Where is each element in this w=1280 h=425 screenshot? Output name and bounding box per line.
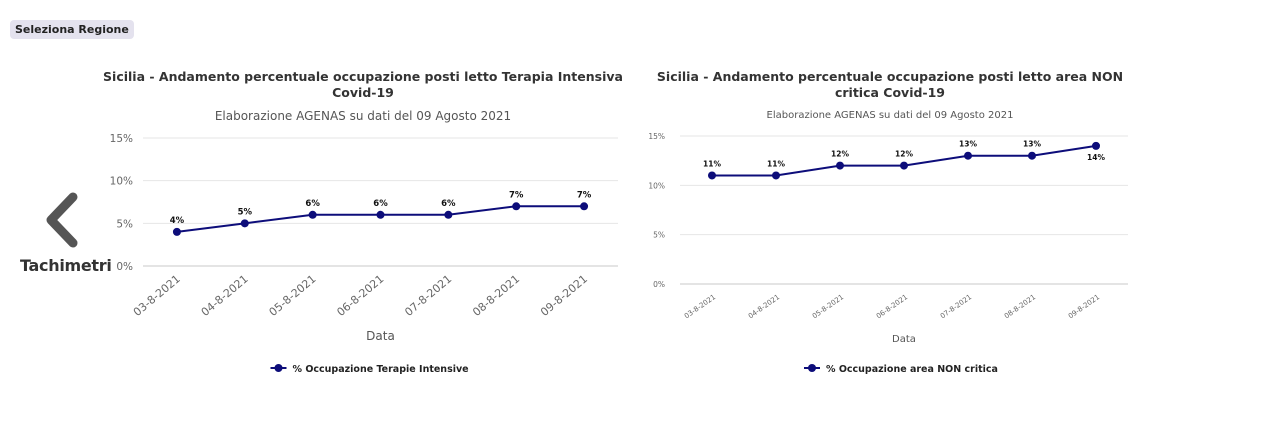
data-label: 12% bbox=[895, 150, 913, 159]
select-region-button[interactable]: Seleziona Regione bbox=[10, 20, 134, 39]
y-tick-label: 0% bbox=[653, 280, 665, 289]
data-label: 6% bbox=[373, 199, 388, 209]
data-label: 11% bbox=[703, 159, 721, 168]
legend-label: % Occupazione Terapie Intensive bbox=[293, 364, 469, 375]
data-label: 14% bbox=[1087, 153, 1105, 162]
chart-subtitle: Elaborazione AGENAS su dati del 09 Agost… bbox=[215, 109, 511, 123]
x-tick-label: 08-8-2021 bbox=[1003, 293, 1037, 320]
x-tick-label: 09-8-2021 bbox=[1067, 293, 1101, 320]
chart-terapia-intensiva: Sicilia - Andamento percentuale occupazi… bbox=[100, 60, 630, 390]
x-tick-label: 04-8-2021 bbox=[199, 272, 251, 319]
data-point bbox=[964, 151, 972, 160]
x-tick-label: 07-8-2021 bbox=[402, 272, 454, 319]
data-label: 5% bbox=[238, 207, 253, 217]
y-tick-label: 5% bbox=[653, 231, 665, 240]
data-point bbox=[376, 210, 385, 219]
data-label: 11% bbox=[767, 159, 785, 168]
data-point bbox=[1092, 141, 1100, 150]
chart-title-line: Sicilia - Andamento percentuale occupazi… bbox=[103, 69, 623, 84]
data-point bbox=[444, 210, 453, 219]
x-tick-label: 09-8-2021 bbox=[538, 272, 590, 319]
x-tick-label: 06-8-2021 bbox=[875, 293, 909, 320]
x-tick-label: 03-8-2021 bbox=[131, 272, 183, 319]
back-label: Tachimetri bbox=[20, 256, 112, 275]
legend-label: % Occupazione area NON critica bbox=[826, 364, 998, 375]
data-label: 6% bbox=[441, 199, 456, 209]
data-label: 4% bbox=[170, 216, 185, 226]
x-tick-label: 06-8-2021 bbox=[334, 272, 386, 319]
data-label: 6% bbox=[305, 199, 320, 209]
legend-marker bbox=[808, 364, 816, 372]
chevron-left-icon bbox=[46, 192, 78, 248]
x-axis-title: Data bbox=[892, 334, 916, 345]
data-point bbox=[836, 161, 844, 170]
x-axis-title: Data bbox=[366, 329, 395, 343]
chart-title-line: Covid-19 bbox=[332, 85, 394, 100]
y-tick-label: 15% bbox=[110, 133, 133, 145]
data-point bbox=[900, 161, 908, 170]
y-tick-label: 15% bbox=[648, 132, 665, 141]
chart-svg: Sicilia - Andamento percentuale occupazi… bbox=[103, 69, 623, 375]
chart-subtitle: Elaborazione AGENAS su dati del 09 Agost… bbox=[767, 110, 1014, 121]
data-label: 12% bbox=[831, 150, 849, 159]
data-point bbox=[240, 219, 249, 228]
data-point bbox=[708, 171, 716, 180]
data-point bbox=[1028, 151, 1036, 160]
data-label: 13% bbox=[1023, 140, 1041, 149]
x-tick-label: 04-8-2021 bbox=[747, 293, 781, 320]
legend-item: % Occupazione Terapie Intensive bbox=[270, 364, 469, 375]
legend-marker bbox=[274, 364, 283, 372]
data-point bbox=[580, 202, 589, 211]
x-tick-label: 03-8-2021 bbox=[683, 293, 717, 320]
x-tick-label: 05-8-2021 bbox=[267, 272, 319, 319]
chart-svg: Sicilia - Andamento percentuale occupazi… bbox=[648, 69, 1128, 375]
data-label: 7% bbox=[509, 190, 524, 200]
chart-title-line: critica Covid-19 bbox=[835, 85, 945, 100]
legend-item: % Occupazione area NON critica bbox=[804, 364, 998, 375]
data-point bbox=[512, 202, 521, 211]
back-to-tachimetri-link[interactable]: Tachimetri bbox=[20, 192, 112, 282]
chart-area-non-critica: Sicilia - Andamento percentuale occupazi… bbox=[630, 60, 1160, 390]
data-label: 7% bbox=[577, 190, 592, 200]
data-point bbox=[772, 171, 780, 180]
x-tick-label: 07-8-2021 bbox=[939, 293, 973, 320]
data-point bbox=[172, 227, 181, 236]
y-tick-label: 5% bbox=[116, 218, 133, 230]
data-point bbox=[308, 210, 317, 219]
y-tick-label: 10% bbox=[110, 176, 133, 188]
chart-title-line: Sicilia - Andamento percentuale occupazi… bbox=[657, 69, 1123, 84]
data-label: 13% bbox=[959, 140, 977, 149]
x-tick-label: 05-8-2021 bbox=[811, 293, 845, 320]
y-tick-label: 0% bbox=[116, 261, 133, 273]
x-tick-label: 08-8-2021 bbox=[470, 272, 522, 319]
y-tick-label: 10% bbox=[648, 181, 665, 190]
